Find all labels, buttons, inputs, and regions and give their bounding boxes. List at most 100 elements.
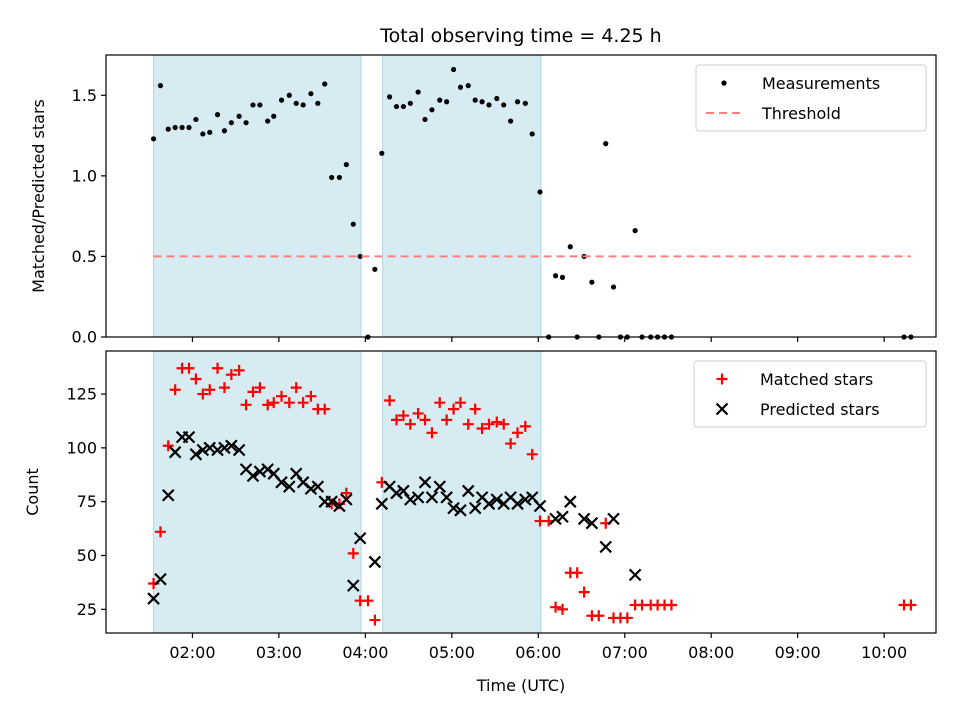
predicted-star-point [182, 430, 196, 444]
panel-count: 02:00 03:00 04:00 05:00 06:00 07:00 08:00 09:00… [23, 350, 937, 662]
measurement-point [186, 124, 192, 131]
matched-star-point [498, 418, 510, 430]
measurement-point [559, 274, 566, 280]
measurement-point [472, 97, 478, 103]
predicted-star-point [607, 512, 620, 526]
measurement-point [343, 161, 349, 168]
matched-star-point [483, 418, 495, 430]
matched-star-point [512, 427, 524, 439]
predicted-star-point [253, 465, 267, 478]
series-layer [150, 66, 914, 340]
measurement-point [444, 99, 450, 105]
predicted-star-point [275, 476, 288, 489]
predicted-star-point [289, 467, 303, 480]
predicted-star-point [196, 443, 210, 457]
legend-swatch [721, 80, 727, 86]
matched-star-point [505, 438, 517, 450]
y-tick-label: 0.0 [72, 328, 97, 347]
matched-star-point [183, 362, 195, 374]
x-tick-label: 06:00 [515, 643, 561, 662]
matched-star-point [391, 414, 402, 426]
matched-star-point [519, 420, 531, 432]
measurement-point [350, 221, 356, 227]
legend-box [693, 360, 927, 428]
predicted-star-point [211, 443, 224, 457]
x-axis-label: Time (UTC) [476, 676, 565, 695]
predicted-star-point [411, 491, 425, 504]
matched-star-point [905, 599, 917, 611]
predicted-star-point [154, 572, 167, 586]
matched-star-point [305, 390, 317, 402]
plot-frame [105, 350, 937, 634]
matched-star-point [665, 599, 677, 611]
matched-star-point [578, 586, 590, 598]
legend-bottom: Matched stars Predicted stars [693, 360, 927, 428]
measurement-point [589, 279, 595, 285]
panel-ratio: 0.0 0.5 1.0 1.5 Matched/Predicted stars Mea… [29, 54, 937, 347]
predicted-star-point [161, 488, 175, 502]
matched-star-point [190, 373, 202, 385]
matched-star-point [448, 403, 460, 415]
measurement-point [336, 174, 343, 181]
predicted-star-point [482, 497, 496, 511]
observing-windows [153, 54, 542, 338]
predicted-star-point [218, 441, 231, 455]
matched-star-point [526, 448, 538, 460]
predicted-star-point [232, 443, 246, 457]
predicted-star-point [454, 504, 467, 517]
predicted-star-point [549, 512, 562, 526]
predicted-star-point [418, 476, 432, 489]
matched-star-point [419, 414, 431, 426]
predicted-star-point [283, 480, 296, 493]
measurement-point [393, 103, 400, 110]
measurement-point [172, 124, 178, 131]
predicted-star-point [397, 484, 410, 498]
measurement-point [236, 113, 242, 119]
measurement-point [265, 118, 271, 124]
matched-star-point [404, 418, 416, 430]
axes: 0.0 0.5 1.0 1.5 [72, 54, 937, 347]
predicted-star-point [189, 448, 203, 461]
measurement-point [450, 66, 457, 73]
predicted-star-point [390, 486, 403, 500]
x-tick-label: 03:00 [256, 643, 302, 662]
measurement-point [422, 116, 428, 123]
matched-star-point [262, 399, 274, 411]
matched-star-point [276, 390, 288, 402]
matched-star-point [621, 612, 633, 624]
predicted-star-point [346, 579, 360, 592]
measurement-point [315, 100, 321, 106]
measurement-point [357, 253, 363, 260]
predicted-star-point [425, 491, 439, 504]
plot-frame [105, 54, 937, 338]
matched-star-point [462, 418, 474, 430]
measurement-point [193, 116, 199, 123]
measurement-point [179, 124, 185, 131]
predicted-star-point [564, 495, 577, 508]
matched-star-point [454, 397, 466, 409]
predicted-star-point [577, 512, 591, 526]
x-tick-label: 07:00 [602, 643, 648, 662]
series-layer [147, 362, 917, 626]
measurement-point [243, 120, 249, 126]
matched-star-point [397, 410, 409, 422]
matched-star-point [571, 567, 583, 579]
matched-star-point [247, 386, 259, 398]
legend-label: Measurements [762, 74, 880, 93]
measurement-point [407, 100, 413, 106]
measurement-point [250, 102, 256, 108]
x-tick-label: 09:00 [775, 643, 821, 662]
predicted-star-point [147, 592, 160, 605]
measurement-point [207, 129, 213, 135]
matched-star-point [593, 610, 605, 622]
matched-star-point [476, 422, 488, 434]
matched-star-point [426, 427, 438, 439]
predicted-star-point [433, 480, 447, 493]
x-tick-label: 02:00 [169, 643, 215, 662]
matched-star-point [297, 397, 309, 409]
predicted-star-point [340, 493, 353, 506]
measurement-point [415, 89, 421, 95]
measurement-point [293, 100, 299, 106]
legend-swatch [716, 373, 728, 385]
